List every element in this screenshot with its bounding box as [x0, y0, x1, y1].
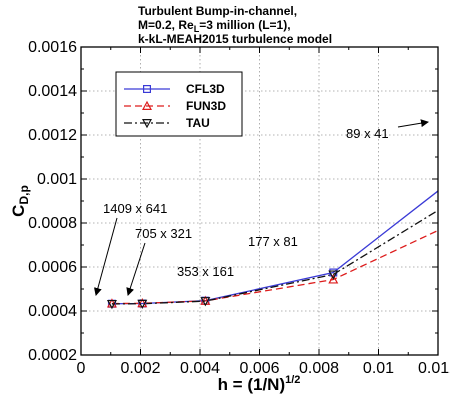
y-tick-label: 0.0016	[28, 39, 77, 56]
legend-box	[115, 71, 243, 137]
x-tick-label: 0.002	[120, 360, 160, 377]
x-tick-label: 0.004	[180, 360, 220, 377]
data-point-tau	[328, 270, 339, 280]
legend-label-tau: TAU	[186, 116, 210, 130]
annotation-705x321: 705 x 321	[135, 226, 192, 241]
x-tick-label: 0	[77, 360, 86, 377]
data-point-tau	[106, 299, 117, 310]
ticks: 0 0.002 0.004 0.006 0.008 0.01 0.012 0.0002 0.00…	[28, 39, 450, 377]
legend-label-fun3d: FUN3D	[186, 99, 226, 113]
x-tick-label: 0.01	[363, 360, 394, 377]
y-tick-label: 0.001	[37, 171, 77, 188]
y-tick-label: 0.0012	[28, 127, 77, 144]
annotation-1409x641: 1409 x 641	[103, 201, 167, 216]
x-tick-label: 0.006	[239, 360, 279, 377]
title-line-2: M=0.2, ReL=3 million (L=1),	[138, 18, 291, 34]
annotation-353x161: 353 x 161	[177, 264, 234, 279]
y-tick-label: 0.0008	[28, 215, 77, 232]
legend-label-cfl3d: CFL3D	[186, 82, 225, 96]
legend-marker-cfl3d	[143, 84, 152, 93]
x-axis-label: h = (1/N)1/2	[218, 374, 301, 394]
legend: CFL3D FUN3D TAU	[115, 71, 243, 137]
legend-marker-fun3d	[141, 100, 153, 110]
y-tick-label: 0.0006	[28, 259, 77, 276]
annotation-arrow-89x41	[397, 119, 429, 128]
y-tick-label: 0.0002	[28, 347, 77, 364]
series-line-fun3d	[111, 229, 438, 305]
data-point-tau	[200, 297, 211, 307]
annotations: 1409 x 641 705 x 321 353 x 161 177 x 81 …	[93, 119, 429, 296]
series-layer	[111, 190, 438, 305]
title-line-1: Turbulent Bump-in-channel,	[138, 4, 297, 18]
x-tick-label: 0.012	[418, 360, 450, 377]
y-tick-label: 0.0014	[28, 83, 77, 100]
legend-marker-tau	[141, 119, 153, 129]
annotation-arrow-1409x641	[93, 217, 118, 296]
plot-frame	[80, 46, 439, 356]
annotation-arrow-705x321	[126, 242, 146, 296]
marker-layer	[106, 268, 339, 310]
data-point-fun3d	[328, 274, 339, 284]
title-line-3: k-kL-MEAH2015 turbulence model	[138, 32, 332, 46]
x-tick-label: 0.008	[299, 360, 339, 377]
y-tick-label: 0.0004	[28, 303, 77, 320]
series-line-tau	[111, 209, 438, 305]
annotation-177x81: 177 x 81	[248, 234, 298, 249]
y-axis-label: CD,p	[9, 185, 31, 217]
annotation-89x41: 89 x 41	[346, 126, 389, 141]
data-point-tau	[137, 299, 148, 310]
